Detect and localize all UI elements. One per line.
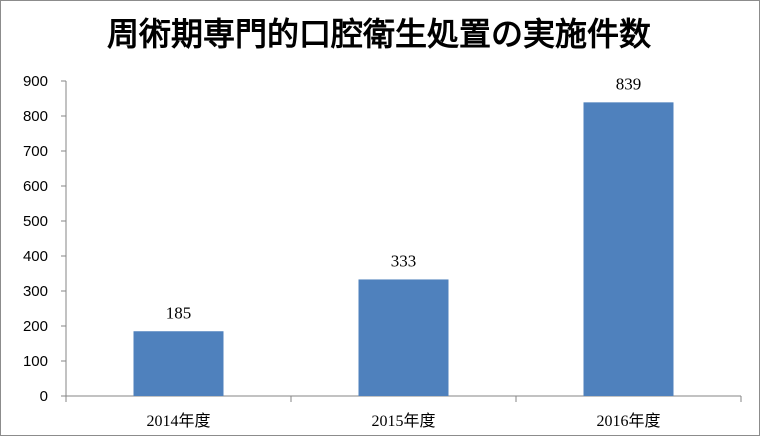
- chart-title: 周術期専門的口腔衛生処置の実施件数: [107, 15, 652, 53]
- y-tick-label: 900: [23, 73, 48, 90]
- y-tick-label: 0: [40, 388, 48, 405]
- y-tick-label: 100: [23, 353, 48, 370]
- y-tick-label: 200: [23, 318, 48, 335]
- x-axis: 2014年度 2015年度 2016年度: [65, 395, 742, 430]
- x-category-label: 2015年度: [371, 412, 435, 430]
- y-tick-label: 600: [23, 178, 48, 195]
- y-tick-label: 500: [23, 213, 48, 230]
- y-tick-label: 800: [23, 108, 48, 125]
- bar: [583, 102, 674, 396]
- data-label: 333: [391, 251, 417, 270]
- data-label: 839: [616, 74, 642, 93]
- y-tick-label: 400: [23, 248, 48, 265]
- bar: [358, 279, 449, 396]
- bar-series: [133, 102, 674, 396]
- y-axis: 0 100 200 300 400 500 600 700 800 900: [23, 73, 67, 405]
- x-category-label: 2014年度: [146, 412, 210, 430]
- data-label: 185: [166, 303, 192, 322]
- y-tick-label: 300: [23, 283, 48, 300]
- x-category-label: 2016年度: [596, 412, 660, 430]
- data-labels: 185 333 839: [166, 74, 642, 322]
- y-tick-label: 700: [23, 143, 48, 160]
- bar: [133, 331, 224, 396]
